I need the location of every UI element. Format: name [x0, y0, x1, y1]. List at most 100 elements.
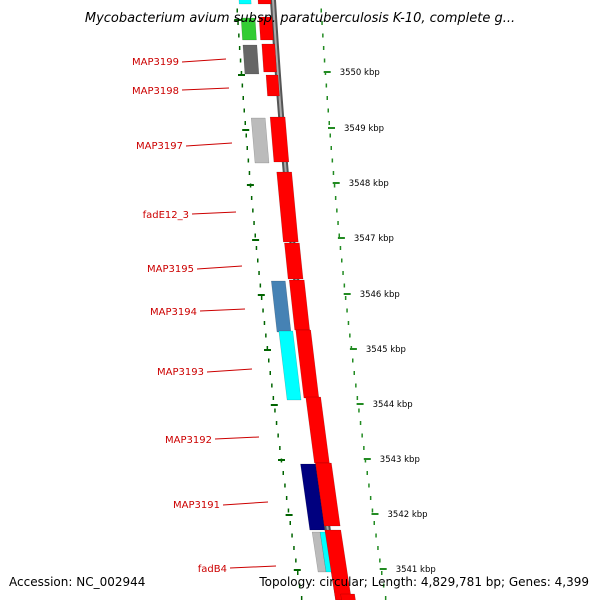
gene-label: MAP3193	[157, 367, 204, 378]
inner-ring-dot	[238, 46, 241, 50]
outer-ring-dot	[359, 421, 362, 425]
forward-gene	[261, 43, 277, 73]
outer-ring-dot	[353, 371, 355, 375]
outer-ring-dot	[341, 258, 343, 263]
kbp-label: 3550 kbp	[340, 68, 380, 78]
outer-ring-dot	[352, 358, 354, 363]
gene-leader-line	[199, 308, 246, 312]
outer-ring-dot	[379, 558, 381, 563]
inner-ring-dot	[272, 396, 275, 400]
inner-ring-dot	[257, 258, 259, 263]
gene-leader-line	[181, 87, 230, 91]
gene-label: fadB4	[198, 564, 227, 575]
inner-ring-dot	[282, 471, 284, 475]
cog-block	[242, 44, 260, 75]
gene-leader-line	[181, 58, 227, 63]
forward-gene	[340, 593, 356, 600]
outer-ring-dot	[347, 321, 350, 325]
outer-ring-dot	[322, 33, 324, 38]
outer-ring-dot	[381, 571, 383, 575]
inner-ring-dot	[250, 196, 253, 200]
outer-ring-dot	[325, 83, 328, 88]
outer-ring-dot	[334, 196, 337, 200]
outer-ring-dot	[371, 508, 374, 513]
outer-ring-dot	[361, 433, 363, 438]
genome-stats-label: Topology: circular; Length: 4,829,781 bp…	[259, 575, 589, 589]
outer-ring-dot	[339, 246, 342, 250]
outer-ring-dot	[355, 383, 357, 388]
inner-ring-dot	[275, 421, 278, 425]
outer-ring-dot	[384, 596, 387, 600]
kbp-label: 3541 kbp	[396, 565, 436, 575]
inner-ring-dot	[260, 296, 263, 300]
gene-leader-line	[229, 565, 277, 569]
forward-gene	[265, 74, 280, 97]
inner-ring-dot	[291, 533, 293, 538]
forward-gene	[269, 116, 290, 163]
outer-ring-dot	[363, 446, 365, 450]
gene-label: MAP3199	[132, 57, 179, 68]
inner-ring-dot	[238, 33, 240, 38]
outer-ring-dot	[382, 583, 385, 588]
inner-ring-dot	[247, 158, 250, 163]
inner-ring-dot	[262, 308, 264, 313]
cog-block	[271, 280, 292, 333]
outer-ring-dot	[328, 121, 330, 125]
inner-ring-dot	[265, 333, 267, 338]
forward-gene	[276, 171, 299, 243]
outer-ring-dot	[368, 483, 370, 488]
inner-ring-dot	[243, 108, 245, 113]
outer-ring-dot	[329, 133, 331, 138]
cog-block	[250, 117, 270, 164]
outer-ring-dot	[332, 171, 335, 175]
gene-label: MAP3198	[132, 86, 179, 97]
inner-ring-dot	[285, 496, 288, 500]
forward-gene	[258, 16, 274, 41]
inner-ring-dot	[287, 508, 290, 513]
inner-ring-dot	[253, 221, 255, 225]
gene-leader-line	[196, 265, 243, 270]
inner-ring-dot	[298, 583, 301, 588]
inner-ring-dot	[258, 271, 260, 275]
outer-ring-dot	[366, 471, 368, 475]
gene-label: MAP3194	[150, 307, 197, 318]
forward-gene	[324, 529, 352, 600]
accession-label: Accession: NC_002944	[9, 575, 146, 589]
inner-ring-dot	[268, 358, 270, 363]
inner-ring-dot	[237, 21, 239, 25]
inner-ring-dot	[245, 133, 247, 138]
outer-ring-dot	[377, 546, 379, 550]
outer-ring-dot	[358, 408, 360, 413]
cog-block	[240, 17, 257, 41]
outer-ring-dot	[343, 283, 346, 288]
inner-ring-dot	[244, 121, 246, 125]
outer-ring-dot	[344, 296, 347, 300]
kbp-label: 3542 kbp	[388, 510, 428, 520]
cog-block	[238, 0, 252, 5]
forward-gene	[257, 0, 272, 5]
outer-ring-dot	[337, 221, 339, 225]
inner-ring-dot	[269, 371, 271, 375]
kbp-label: 3546 kbp	[360, 290, 400, 300]
forward-gene	[315, 462, 341, 527]
kbp-label: 3545 kbp	[366, 345, 406, 355]
inner-ring-dot	[239, 58, 242, 63]
gene-label: fadE12_3	[143, 210, 189, 221]
gene-leader-line	[185, 142, 233, 147]
gene-label: MAP3191	[173, 500, 220, 511]
inner-ring-dot	[266, 346, 269, 350]
inner-ring-dot	[293, 546, 295, 550]
outer-ring-dot	[333, 183, 336, 188]
gene-leader-line	[214, 436, 260, 440]
outer-ring-dot	[373, 521, 375, 525]
inner-ring-dot	[246, 146, 248, 150]
outer-ring-dot	[338, 233, 340, 238]
outer-ring-dot	[346, 308, 348, 313]
gene-leader-line	[222, 501, 269, 506]
kbp-label: 3549 kbp	[344, 124, 384, 134]
inner-ring-dot	[274, 408, 276, 413]
cog-block	[278, 330, 302, 401]
outer-ring-dot	[327, 108, 329, 113]
inner-ring-dot	[284, 483, 286, 488]
outer-ring-dot	[323, 58, 326, 63]
